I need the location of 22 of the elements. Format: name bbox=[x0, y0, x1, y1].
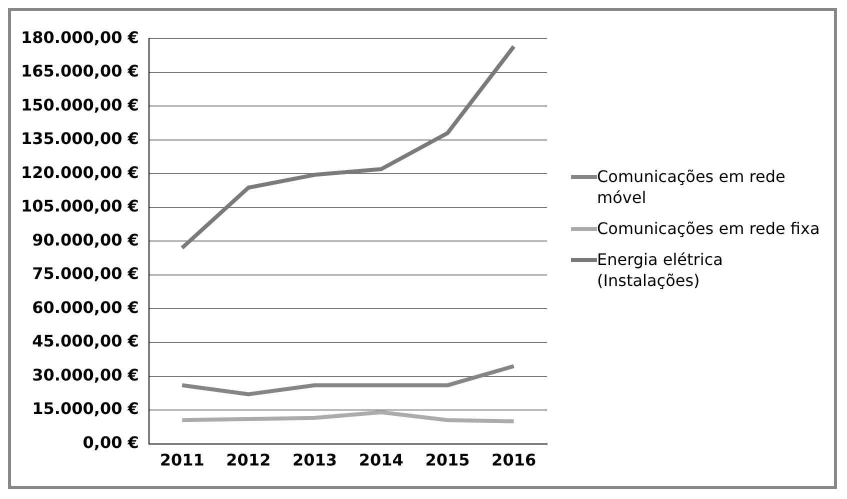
y-tick-label: 105.000,00 € bbox=[21, 196, 139, 216]
y-tick-label: 165.000,00 € bbox=[21, 61, 139, 80]
y-tick-label: 150.000,00 € bbox=[21, 94, 139, 114]
legend-label: Energia elétrica (Instalações) bbox=[597, 249, 724, 291]
y-tick-label: 135.000,00 € bbox=[21, 128, 139, 148]
x-tick-label: 2013 bbox=[292, 450, 338, 470]
x-tick-label: 2014 bbox=[358, 450, 404, 470]
legend-label: Comunicações em rede fixa bbox=[597, 218, 820, 239]
y-tick-label: 180.000,00 € bbox=[21, 27, 139, 46]
x-tick-label: 2016 bbox=[492, 450, 536, 470]
x-tick-label: 2015 bbox=[425, 450, 470, 470]
x-tick-label: 2011 bbox=[160, 450, 204, 470]
y-tick-label: 60.000,00 € bbox=[32, 297, 139, 316]
x-tick-label: 2012 bbox=[226, 450, 271, 470]
y-tick-label: 45.000,00 € bbox=[32, 331, 139, 350]
legend-label: Comunicações em rede móvel bbox=[597, 166, 786, 208]
y-tick-label: 0,00 € bbox=[82, 432, 139, 452]
y-tick-label: 120.000,00 € bbox=[21, 162, 139, 182]
y-tick-label: 30.000,00 € bbox=[32, 364, 139, 384]
y-tick-label: 90.000,00 € bbox=[32, 230, 139, 249]
y-tick-label: 15.000,00 € bbox=[32, 398, 139, 418]
y-tick-label: 75.000,00 € bbox=[32, 264, 139, 283]
